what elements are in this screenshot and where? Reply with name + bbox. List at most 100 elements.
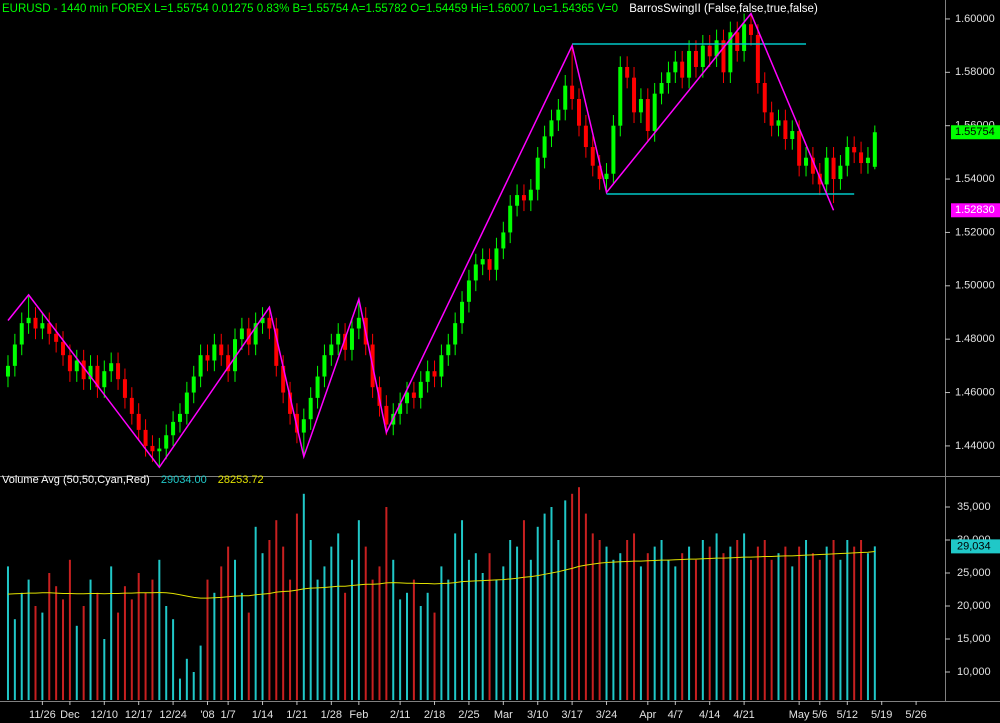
volume-bar [137, 573, 140, 700]
volume-bar [316, 579, 319, 700]
volume-bar [798, 546, 801, 700]
volume-bar [805, 540, 808, 700]
volume-bar [832, 540, 835, 700]
x-tick-label: Feb [349, 709, 368, 721]
volume-bar [763, 540, 766, 700]
candle-body [611, 125, 616, 174]
candle-body [625, 66, 630, 78]
volume-bar [213, 592, 216, 700]
candle-body [693, 50, 698, 67]
x-tick-label: 5/19 [871, 709, 892, 721]
volume-bar [605, 546, 608, 700]
candle-body [191, 376, 196, 393]
y-tick-label: 1.46000 [955, 386, 995, 398]
candle-body [329, 344, 334, 356]
candle-body [838, 165, 843, 180]
volume-bar [158, 559, 161, 700]
volume-bar [337, 533, 340, 700]
volume-bar [426, 592, 429, 700]
candle-body [556, 109, 561, 121]
volume-bar [633, 533, 636, 700]
volume-bar [48, 573, 51, 700]
candle-body [515, 195, 520, 206]
volume-bar [419, 606, 422, 700]
volume-bar [667, 559, 670, 700]
volume-bar [488, 553, 491, 700]
volume-bar [701, 540, 704, 700]
volume-bar [536, 526, 539, 700]
candle-body [274, 328, 279, 366]
volume-bar [577, 487, 580, 700]
volume-bar [357, 520, 360, 700]
candle-body [576, 99, 581, 126]
volume-bar [791, 566, 794, 700]
volume-bar [385, 507, 388, 700]
candle-body [205, 355, 210, 361]
price-marker [951, 125, 1000, 140]
x-tick-label: 12/17 [125, 709, 153, 721]
candle-body [460, 301, 465, 324]
volume-bar [461, 520, 464, 700]
candle-body [501, 232, 506, 249]
candle-body [384, 405, 389, 425]
volume-bar [543, 513, 546, 700]
chart-header: EURUSD - 1440 min FOREX L=1.55754 0.0127… [2, 3, 818, 15]
x-tick-label: Dec [60, 709, 80, 721]
x-tick-label: 4/14 [699, 709, 720, 721]
volume-title: Volume Avg (50,50,Cyan,Red) [2, 474, 150, 486]
x-tick-label: 1/7 [220, 709, 235, 721]
y-tick-label: 1.44000 [955, 440, 995, 452]
volume-bar [89, 579, 92, 700]
volume-bar [261, 553, 264, 700]
volume-bar [103, 639, 106, 700]
volume-bar [268, 540, 271, 700]
volume-bar [206, 579, 209, 700]
volume-bar [220, 566, 223, 700]
candle-body [47, 323, 52, 334]
x-tick-label: 2/18 [424, 709, 445, 721]
candle-body [865, 157, 870, 164]
candle-body [81, 360, 86, 380]
candle-body [88, 365, 93, 380]
candle-body [604, 173, 609, 180]
volume-bar [406, 592, 409, 700]
volume-bar [130, 599, 133, 700]
volume-bar [165, 606, 168, 700]
volume-bar [6, 566, 9, 700]
volume-bar [626, 540, 629, 700]
volume-bar [447, 579, 450, 700]
candle-body [645, 99, 650, 132]
candle-body [308, 397, 313, 420]
candle-body [714, 40, 719, 57]
x-tick-label: 5/12 [837, 709, 858, 721]
x-tick-label: 1/21 [286, 709, 307, 721]
candle-body [632, 77, 637, 113]
x-tick-label: 11/26 [29, 709, 56, 721]
volume-bar [178, 678, 181, 700]
volume-bar [55, 586, 58, 700]
volume-bar [564, 500, 567, 700]
volume-bar [653, 546, 656, 700]
candle-body [466, 280, 471, 302]
candle-body [852, 147, 857, 153]
price-marker-label: 1.52830 [955, 204, 995, 216]
candle-body [150, 445, 155, 452]
candle-body [102, 371, 107, 388]
candle-body [597, 165, 602, 180]
volume-bar [13, 619, 16, 700]
volume-bar [392, 559, 395, 700]
candle-body [281, 365, 286, 393]
x-tick-label: 5/26 [905, 709, 926, 721]
candle-body [748, 24, 753, 35]
volume-bar [474, 553, 477, 700]
candle-body [267, 317, 272, 329]
volume-bar [309, 540, 312, 700]
candle-body [439, 355, 444, 377]
candle-body [143, 429, 148, 446]
volume-bar [743, 533, 746, 700]
candle-body [315, 376, 320, 398]
candle-body [129, 397, 134, 414]
candle-body [239, 328, 244, 340]
volume-bar [20, 592, 23, 700]
